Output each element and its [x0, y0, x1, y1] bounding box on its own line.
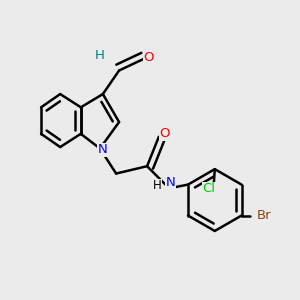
- Text: N: N: [166, 176, 176, 189]
- Text: O: O: [160, 127, 170, 140]
- Text: H: H: [95, 49, 105, 62]
- Text: Br: Br: [257, 209, 272, 222]
- Text: O: O: [143, 51, 154, 64]
- Text: H: H: [153, 179, 162, 192]
- Text: N: N: [98, 143, 108, 157]
- Text: Cl: Cl: [202, 182, 215, 195]
